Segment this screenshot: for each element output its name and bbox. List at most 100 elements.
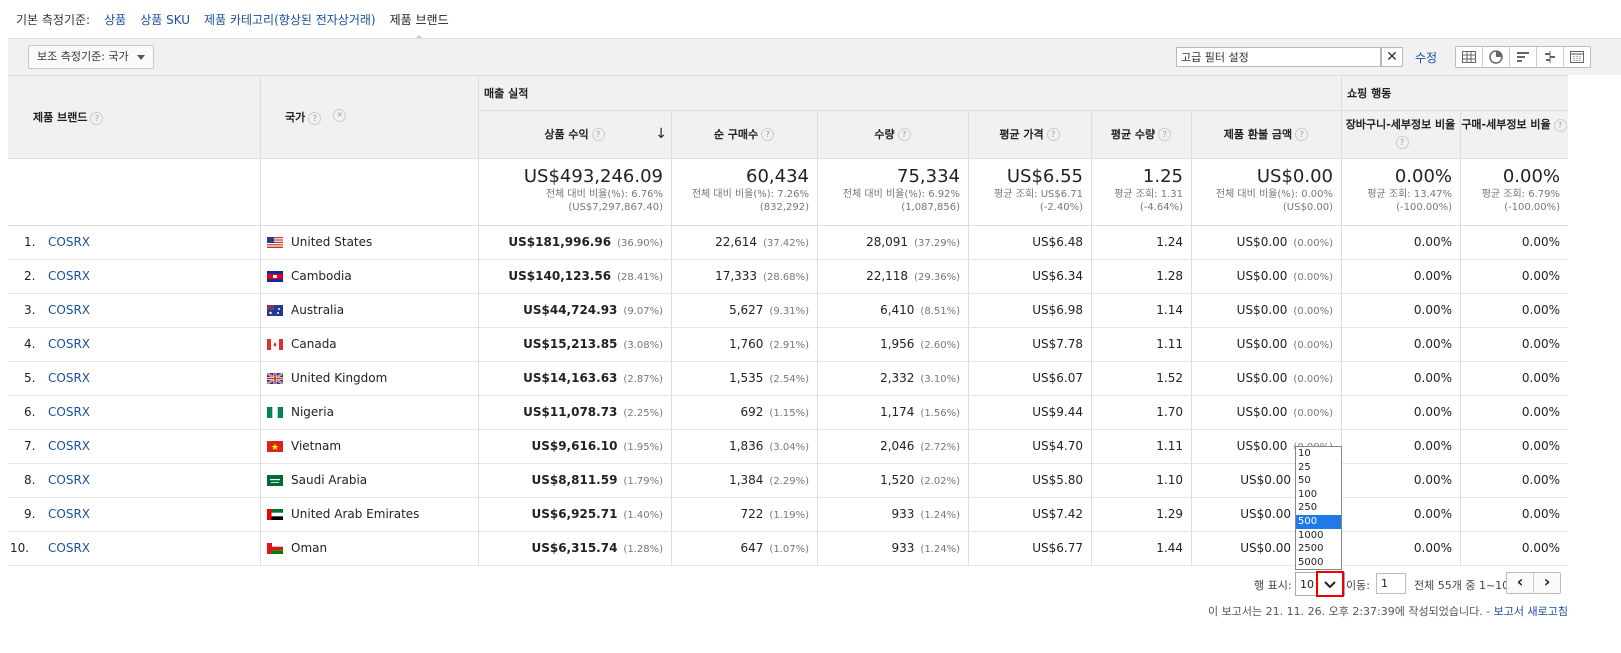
country-cell[interactable]: Oman: [267, 541, 327, 555]
table-icon[interactable]: [1456, 47, 1483, 67]
pivot-icon[interactable]: [1564, 47, 1590, 67]
rows-option-250[interactable]: 250: [1298, 502, 1318, 514]
quantity-cell: 1,174 (1.56%): [817, 405, 960, 419]
quantity-column-label: 수량: [874, 128, 895, 141]
rows-option-10[interactable]: 10: [1298, 448, 1311, 459]
purchases-cell: 647 (1.07%): [671, 541, 809, 555]
avg-qty-cell: 1.52: [1091, 371, 1183, 385]
brand-link[interactable]: COSRX: [48, 269, 90, 283]
country-cell[interactable]: United States: [267, 235, 372, 249]
bar-performance-icon[interactable]: [1510, 47, 1537, 67]
rows-per-page-value: 10: [1300, 578, 1314, 591]
rows-option-5000[interactable]: 5000: [1298, 556, 1324, 568]
dimension-option-product-sku[interactable]: 상품 SKU: [140, 12, 191, 27]
edit-filter-link[interactable]: 수정: [1415, 51, 1438, 65]
country-cell[interactable]: Nigeria: [267, 405, 334, 419]
sort-descending-icon[interactable]: ↓: [655, 126, 667, 142]
avg-price-cell-value: US$5.80: [1032, 473, 1083, 487]
help-icon[interactable]: ?: [308, 111, 322, 125]
clear-filter-button[interactable]: ✕: [1381, 47, 1403, 67]
brand-link[interactable]: COSRX: [48, 235, 90, 249]
help-icon[interactable]: ?: [1295, 127, 1309, 141]
report-timestamp: 이 보고서는 21. 11. 26. 오후 2:37:39에 작성되었습니다. …: [1208, 605, 1491, 618]
advanced-filter-input[interactable]: 고급 필터 설정: [1176, 47, 1381, 67]
pagination-bar: 행 표시: 10 이동: 1 전체 55개 중 1~10 ‹ ›: [0, 570, 1621, 600]
rows-option-500[interactable]: 500: [1296, 514, 1341, 529]
help-icon[interactable]: ?: [1553, 118, 1567, 132]
country-cell[interactable]: United Kingdom: [266, 371, 387, 385]
purchases-cell-percent: (2.29%): [769, 476, 809, 487]
help-icon[interactable]: ?: [591, 127, 605, 141]
prev-page-button[interactable]: ‹: [1507, 573, 1534, 593]
total-avg-price-overall: (-2.40%): [1039, 202, 1083, 213]
avg-qty-cell: 1.14: [1091, 303, 1183, 317]
refund-cell-percent: (0.00%): [1293, 340, 1333, 351]
country-name: Canada: [291, 337, 337, 351]
avg-qty-column-header[interactable]: 평균 수량?: [1091, 110, 1191, 158]
help-icon[interactable]: ?: [1395, 135, 1409, 149]
avg-price-cell-value: US$6.34: [1032, 269, 1083, 283]
total-buy-detail-rate-overall: (-100.00%): [1504, 202, 1560, 213]
revenue-column-header[interactable]: 상품 수익? ↓: [478, 110, 671, 158]
flag-icon: [267, 475, 283, 486]
help-icon[interactable]: ?: [1158, 127, 1172, 141]
pie-icon[interactable]: [1483, 47, 1510, 67]
buy-detail-rate-column-header[interactable]: 구매-세부정보 비율?: [1460, 116, 1568, 133]
cart-detail-rate-column-header[interactable]: 장바구니-세부정보 비율?: [1341, 116, 1460, 150]
secondary-dimension-dropdown[interactable]: 보조 측정기준: 국가: [28, 45, 154, 69]
sales-group-header: 매출 실적: [484, 87, 529, 100]
chevron-down-icon: [136, 55, 145, 60]
country-name: Saudi Arabia: [291, 473, 368, 487]
header-divider: [478, 110, 1568, 111]
purchases-column-header[interactable]: 순 구매수?: [671, 110, 817, 158]
dimension-option-product-category[interactable]: 제품 카테고리(향상된 전자상거래): [204, 12, 376, 27]
rows-option-25[interactable]: 25: [1298, 461, 1311, 473]
goto-page-input[interactable]: 1: [1376, 573, 1406, 594]
brand-link[interactable]: COSRX: [48, 371, 90, 385]
brand-link[interactable]: COSRX: [48, 405, 90, 419]
rows-option-1000[interactable]: 1000: [1298, 529, 1324, 541]
brand-link[interactable]: COSRX: [48, 507, 90, 521]
remove-dimension-icon[interactable]: ✕: [333, 109, 347, 122]
rows-option-2500[interactable]: 2500: [1298, 543, 1324, 555]
country-cell[interactable]: Canada: [267, 337, 337, 351]
country-column-header[interactable]: 국가? ✕: [285, 109, 347, 125]
rows-option-100[interactable]: 100: [1298, 488, 1318, 500]
quantity-column-header[interactable]: 수량?: [817, 110, 968, 158]
brand-column-header[interactable]: 제품 브랜드?: [33, 109, 104, 125]
country-cell[interactable]: Cambodia: [267, 269, 352, 283]
dimension-option-product[interactable]: 상품: [104, 12, 127, 27]
cart-rate-cell-value: 0.00%: [1413, 541, 1452, 555]
country-cell[interactable]: United Arab Emirates: [267, 507, 419, 521]
country-cell[interactable]: Saudi Arabia: [267, 473, 367, 487]
refresh-report-link[interactable]: 보고서 새로고침: [1493, 605, 1568, 618]
avg-price-column-header[interactable]: 평균 가격?: [968, 110, 1091, 158]
rows-option-50[interactable]: 50: [1298, 475, 1311, 487]
brand-link[interactable]: COSRX: [48, 473, 90, 487]
refund-column-header[interactable]: 제품 환불 금액?: [1191, 110, 1341, 158]
next-page-button[interactable]: ›: [1543, 572, 1551, 591]
brand-link[interactable]: COSRX: [48, 303, 90, 317]
avg-qty-cell-value: 1.10: [1156, 473, 1183, 487]
help-icon[interactable]: ?: [897, 127, 911, 141]
brand-link[interactable]: COSRX: [48, 541, 90, 555]
country-cell[interactable]: Vietnam: [267, 439, 341, 453]
help-icon[interactable]: ?: [1046, 127, 1060, 141]
brand-link[interactable]: COSRX: [48, 439, 90, 453]
avg-price-cell: US$6.77: [968, 541, 1083, 555]
brand-link[interactable]: COSRX: [48, 337, 90, 351]
purchases-cell: 1,384 (2.29%): [671, 473, 809, 487]
shopping-group-header: 쇼핑 행동: [1347, 87, 1392, 100]
chevron-down-icon[interactable]: [1316, 571, 1344, 597]
comparison-icon[interactable]: [1537, 47, 1564, 67]
rows-per-page-select[interactable]: 10: [1295, 571, 1345, 597]
total-purchases-comparison: 전체 대비 비율(%): 7.26%: [691, 189, 809, 200]
help-icon[interactable]: ?: [90, 111, 104, 125]
column-divider: [1091, 110, 1092, 158]
purchases-cell: 1,535 (2.54%): [671, 371, 809, 385]
country-cell[interactable]: Australia: [267, 303, 344, 317]
refund-cell: US$0.00: [1191, 507, 1333, 521]
buy-rate-cell-value: 0.00%: [1521, 507, 1560, 521]
revenue-cell-value: US$181,996.96: [508, 235, 612, 249]
help-icon[interactable]: ?: [761, 127, 775, 141]
